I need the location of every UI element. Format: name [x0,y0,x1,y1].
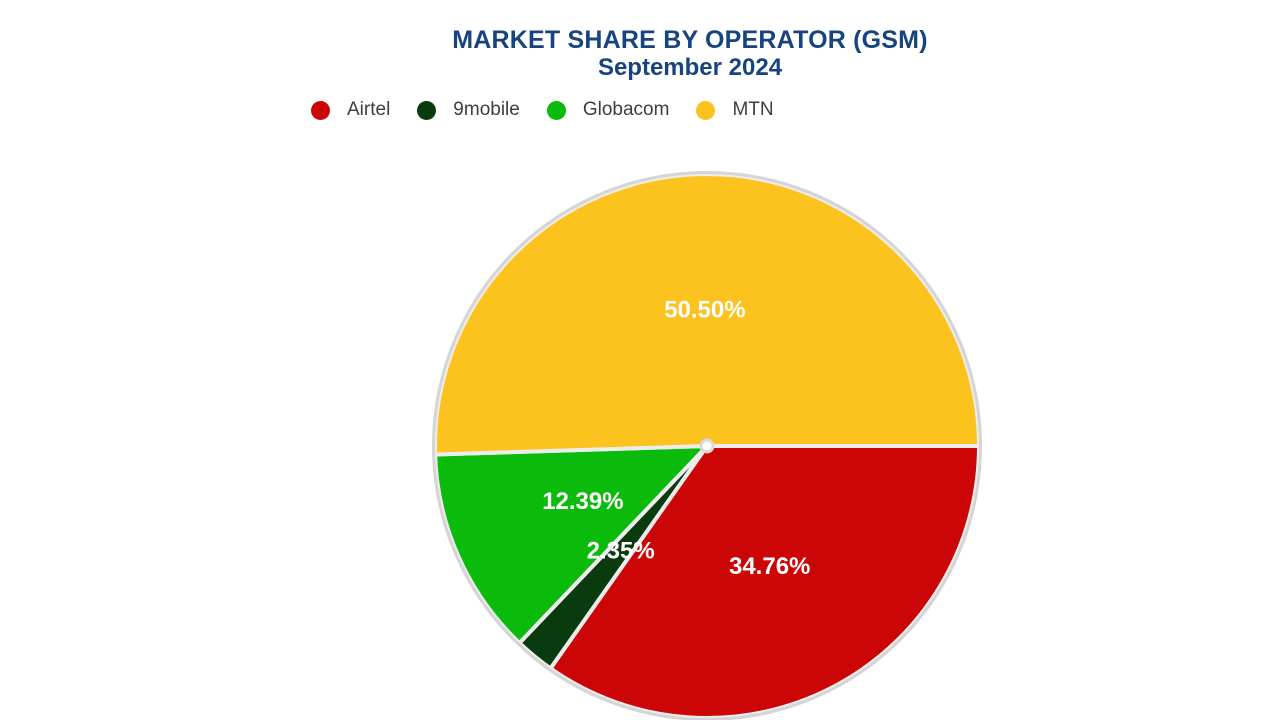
pie-slice-airtel[interactable] [548,444,981,720]
legend-label-mtn: MTN [732,99,774,120]
legend-swatch-globacom-icon [546,100,566,120]
pie-slice-label-airtel: 34.76% [729,553,810,580]
legend-item-mtn[interactable]: MTN [696,99,774,121]
chart-subtitle: September 2024 [597,54,783,81]
legend-swatch-airtel-icon [311,100,330,120]
legend-item-9mobile[interactable]: 9mobile [417,99,520,121]
chart-title-block: MARKET SHARE BY OPERATOR (GSM) September… [452,26,927,81]
legend: Airtel 9mobile Globacom MTN [311,99,774,121]
legend-label-airtel: Airtel [347,99,391,120]
pie-slice-label-globacom: 12.39% [542,488,623,515]
pie-slice-label-9mobile: 2.35% [587,538,655,565]
legend-item-globacom[interactable]: Globacom [546,99,670,121]
legend-swatch-9mobile-icon [417,100,437,120]
pie-center-dot [699,438,715,454]
chart-title: MARKET SHARE BY OPERATOR (GSM) [452,26,928,54]
pie-slice-label-mtn: 50.50% [664,297,745,324]
legend-label-9mobile: 9mobile [453,99,520,120]
pie-slice-mtn[interactable] [433,172,981,457]
legend-label-globacom: Globacom [582,99,670,120]
pie-slice-globacom[interactable] [433,444,709,645]
legend-swatch-mtn-icon [696,100,716,120]
legend-item-airtel[interactable]: Airtel [311,99,390,121]
